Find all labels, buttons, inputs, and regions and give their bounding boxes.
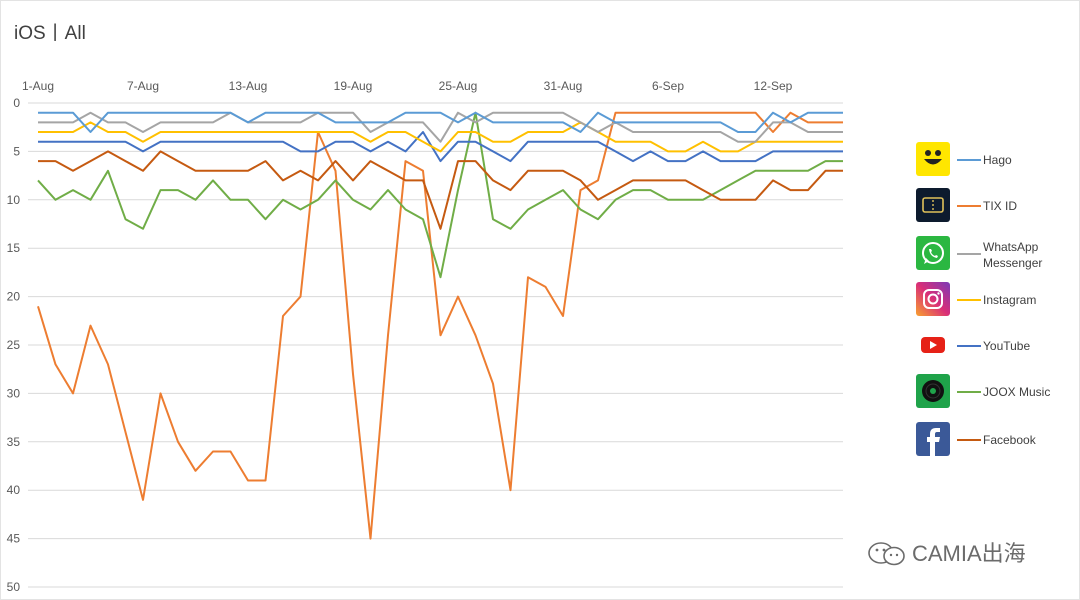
chart-title: iOS丨All: [14, 23, 86, 44]
legend-item-tix-id: TIX ID: [916, 188, 1076, 222]
legend-label: Hago: [983, 153, 1012, 167]
y-tick-label: 5: [13, 144, 20, 158]
series-lines: [37, 111, 843, 540]
y-tick-label: 15: [7, 241, 21, 255]
legend-item-hago: Hago: [916, 142, 1076, 176]
x-tick-label: 12-Sep: [754, 79, 793, 93]
x-tick-label: 25-Aug: [439, 79, 478, 93]
hago-icon: [916, 142, 950, 176]
whatsapp-icon: [916, 236, 950, 270]
legend-label: YouTube: [983, 339, 1031, 353]
legend-swatch: [957, 345, 981, 347]
legend-swatch: [957, 253, 981, 255]
series-line-whatsapp-messenger: [38, 111, 843, 143]
y-tick-label: 45: [7, 532, 21, 546]
legend-swatch: [957, 439, 981, 441]
gridlines: [28, 102, 843, 588]
x-tick-label: 13-Aug: [229, 79, 268, 93]
legend-label: Facebook: [983, 433, 1036, 447]
series-line-instagram: [38, 121, 843, 153]
x-tick-label: 31-Aug: [544, 79, 583, 93]
y-tick-label: 30: [7, 386, 21, 400]
legend-item-youtube: YouTube: [916, 328, 1076, 362]
y-tick-label: 20: [7, 290, 21, 304]
legend-swatch: [957, 391, 981, 393]
watermark-text: CAMIA出海: [912, 541, 1026, 566]
instagram-icon: [916, 282, 950, 316]
legend-label: WhatsApp Messenger: [983, 240, 1043, 270]
legend-label: TIX ID: [983, 199, 1018, 213]
youtube-icon: [916, 328, 950, 362]
tix-id-icon: [916, 188, 950, 222]
x-tick-label: 1-Aug: [22, 79, 54, 93]
facebook-icon: [916, 422, 950, 456]
y-tick-label: 10: [7, 193, 21, 207]
joox-icon: [916, 374, 950, 408]
x-tick-label: 19-Aug: [334, 79, 373, 93]
legend-item-joox-music: JOOX Music: [916, 374, 1076, 408]
series-line-facebook: [38, 150, 843, 230]
y-tick-label: 25: [7, 338, 21, 352]
y-tick-label: 50: [7, 580, 21, 594]
x-tick-label: 6-Sep: [652, 79, 684, 93]
legend-swatch: [957, 159, 981, 161]
x-axis-tick-labels: 1-Aug 7-Aug 13-Aug 19-Aug 25-Aug 31-Aug 6-Sep 1…: [22, 79, 793, 93]
series-line-hago: [38, 111, 843, 133]
legend-swatch: [957, 299, 981, 301]
y-axis-tick-labels: 0 5 10 15 20 25 30 35 40 45 50: [7, 96, 21, 594]
y-tick-label: 35: [7, 435, 21, 449]
x-tick-label: 7-Aug: [127, 79, 159, 93]
legend-label: JOOX Music: [983, 385, 1051, 399]
legend-item-whatsapp-messenger: WhatsApp Messenger: [916, 236, 1076, 270]
series-line-tix-id: [37, 111, 843, 540]
series-line-joox-music: [37, 111, 843, 279]
legend-swatch: [957, 205, 981, 207]
legend-item-instagram: Instagram: [916, 282, 1076, 316]
legend-item-facebook: Facebook: [916, 422, 1076, 456]
series-line-youtube: [38, 131, 843, 163]
legend-label: Instagram: [983, 293, 1037, 307]
y-tick-label: 0: [13, 96, 20, 110]
wechat-icon: [868, 542, 905, 566]
y-tick-label: 40: [7, 483, 21, 497]
